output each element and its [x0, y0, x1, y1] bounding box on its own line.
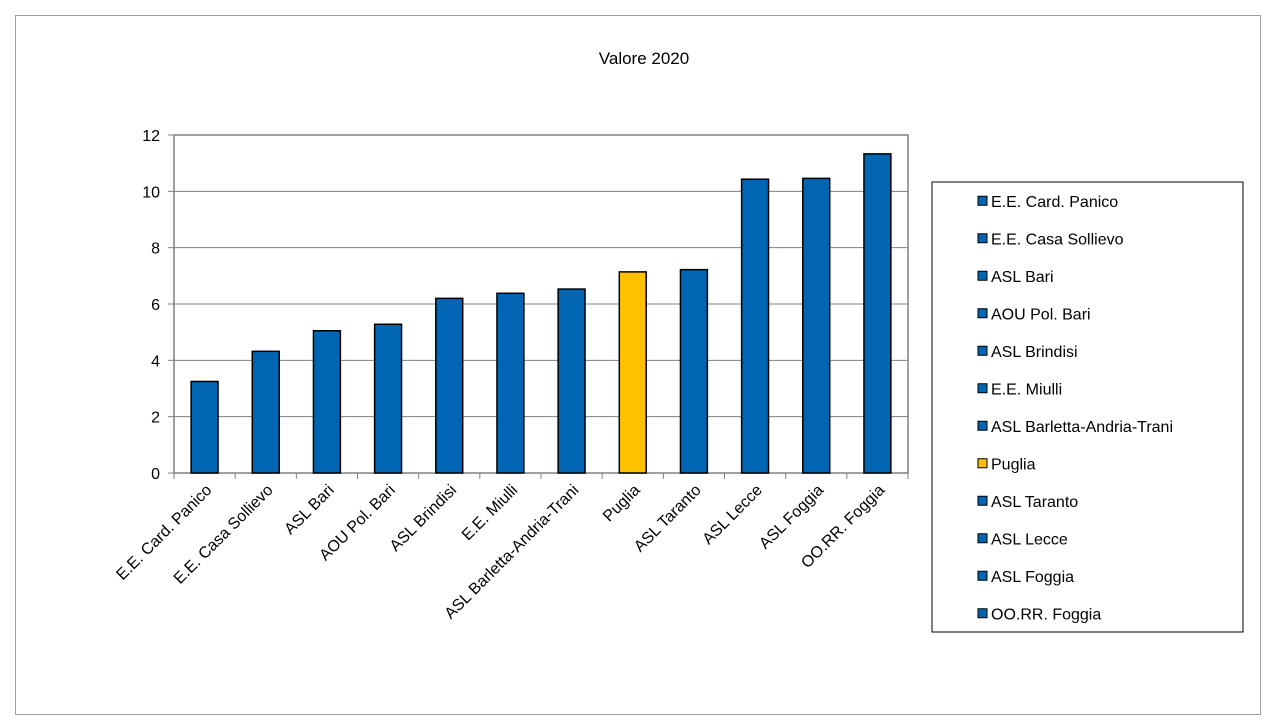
- legend-label: ASL Barletta-Andria-Trani: [991, 419, 1173, 436]
- bar: [190, 380, 219, 474]
- legend-swatch: [977, 458, 988, 469]
- x-tick-label: E.E. Miulli: [459, 482, 521, 544]
- bars: [190, 153, 892, 474]
- legend-label: ASL Lecce: [991, 531, 1068, 548]
- legend-box: [931, 181, 1244, 633]
- legend-swatch: [977, 495, 988, 506]
- x-tick-label: ASL Bari: [281, 482, 337, 538]
- legend-swatch: [977, 608, 988, 619]
- legend-label: E.E. Miulli: [991, 381, 1062, 398]
- legend-label: OO.RR. Foggia: [991, 606, 1101, 623]
- bar: [373, 323, 403, 474]
- bar: [557, 288, 586, 474]
- bar: [496, 292, 525, 474]
- legend-label: ASL Foggia: [991, 569, 1074, 586]
- legend-swatch: [977, 383, 988, 394]
- legend-label: Puglia: [991, 456, 1036, 473]
- legend-label: ASL Brindisi: [991, 344, 1078, 361]
- legend-swatch: [977, 195, 988, 206]
- y-tick-label: 6: [151, 297, 160, 314]
- legend-label: E.E. Card. Panico: [991, 194, 1118, 211]
- legend-swatch: [977, 420, 988, 431]
- y-tick-label: 12: [142, 128, 160, 145]
- chart-title: Valore 2020: [599, 49, 689, 68]
- y-tick-label: 2: [151, 410, 160, 427]
- gridlines: [174, 134, 908, 474]
- legend-label: AOU Pol. Bari: [991, 306, 1091, 323]
- legend-label: ASL Bari: [991, 269, 1054, 286]
- y-tick-label: 10: [142, 184, 160, 201]
- bar: [435, 297, 464, 474]
- legend-swatch: [977, 570, 988, 581]
- bar: [618, 271, 647, 474]
- legend-label: ASL Taranto: [991, 494, 1078, 511]
- bar: [802, 177, 831, 474]
- legend-label: E.E. Casa Sollievo: [991, 231, 1124, 248]
- x-tick-label: Puglia: [600, 482, 644, 526]
- legend-swatch: [977, 233, 988, 244]
- bar: [312, 330, 342, 474]
- y-tick-label: 4: [151, 353, 160, 370]
- y-axis-ticks: 0 2 4 6 8 10 12: [142, 128, 174, 483]
- x-tick-label: ASL Lecce: [700, 482, 766, 548]
- bar: [679, 268, 709, 474]
- chart-frame: [15, 15, 1261, 715]
- y-tick-label: 8: [151, 241, 160, 258]
- legend-swatch: [977, 270, 988, 281]
- bar: [251, 350, 280, 474]
- legend-swatch: [977, 345, 988, 356]
- y-tick-label: 0: [151, 466, 160, 483]
- legend: E.E. Card. Panico E.E. Casa Sollievo ASL B…: [931, 181, 1244, 633]
- bar: [863, 153, 892, 474]
- legend-swatch: [977, 533, 988, 544]
- bar: [740, 178, 770, 474]
- legend-swatch: [977, 308, 988, 319]
